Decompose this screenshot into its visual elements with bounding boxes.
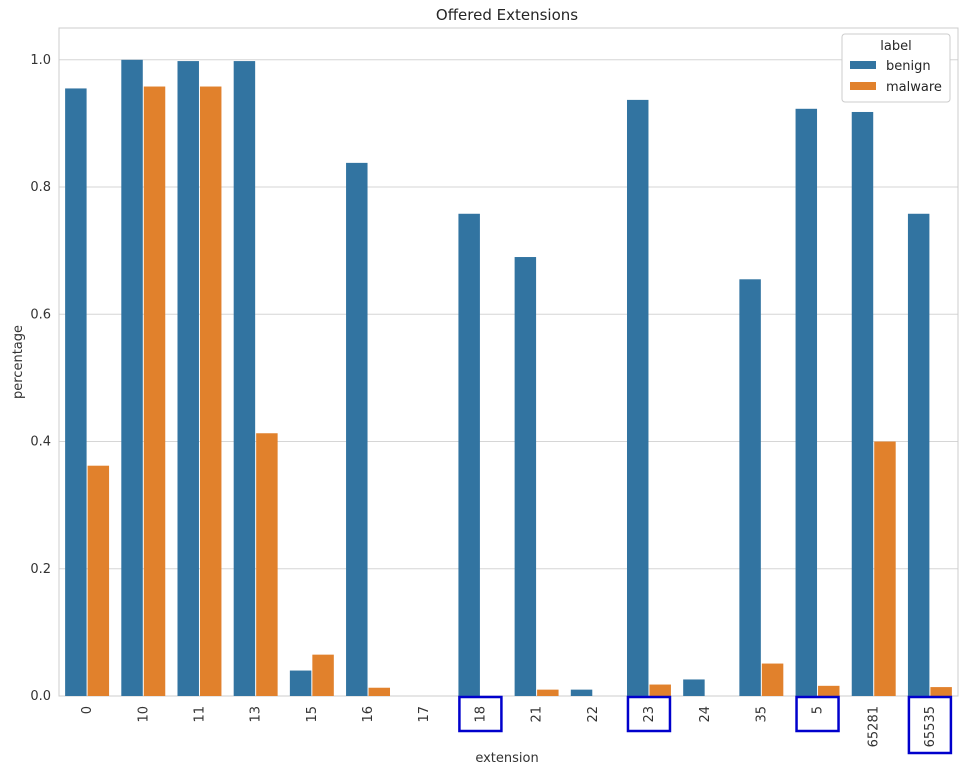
bar-benign-35 bbox=[739, 279, 761, 696]
x-tick-label: 16 bbox=[361, 706, 376, 723]
legend: label benign malware bbox=[841, 33, 951, 103]
x-tick-label: 18 bbox=[473, 706, 488, 723]
x-tick-label: 65535 bbox=[923, 706, 938, 747]
highlight-box-23 bbox=[626, 695, 672, 733]
x-axis-title: extension bbox=[475, 751, 538, 766]
bar-benign-24 bbox=[683, 679, 705, 696]
bar-benign-65535 bbox=[907, 213, 930, 696]
y-tick-label: 1.0 bbox=[30, 53, 51, 68]
bar-malware-5 bbox=[818, 685, 840, 696]
legend-label-malware: malware bbox=[886, 80, 942, 95]
bar-malware-35 bbox=[761, 663, 784, 696]
x-tick-label: 22 bbox=[586, 706, 601, 723]
legend-label-benign: benign bbox=[886, 59, 931, 74]
x-tick-label: 24 bbox=[698, 706, 713, 723]
highlight-boxes bbox=[458, 695, 953, 755]
x-tick-label: 5 bbox=[811, 706, 826, 714]
x-tick-label: 10 bbox=[136, 706, 151, 723]
bar-benign-5 bbox=[795, 108, 818, 696]
y-tick-label: 0.0 bbox=[30, 689, 51, 704]
bar-malware-65535 bbox=[930, 687, 952, 696]
x-tick-label: 11 bbox=[192, 706, 207, 723]
x-tick-label: 21 bbox=[530, 706, 545, 723]
bar-malware-65281 bbox=[874, 441, 896, 696]
x-tick-label: 13 bbox=[249, 706, 264, 723]
bars bbox=[65, 59, 952, 697]
bar-benign-21 bbox=[514, 257, 537, 696]
bar-benign-16 bbox=[346, 162, 368, 696]
bar-benign-0 bbox=[65, 88, 87, 696]
x-tick-label: 15 bbox=[305, 706, 320, 723]
x-tick-label: 65281 bbox=[867, 706, 882, 747]
highlight-box-5 bbox=[795, 695, 840, 733]
x-tick-labels: 0 10 11 13 15 16 17 18 21 22 23 24 35 5 65281 65535 bbox=[80, 706, 938, 747]
x-tick-label: 0 bbox=[80, 706, 95, 714]
y-tick-label: 0.4 bbox=[30, 435, 51, 450]
bar-malware-16 bbox=[368, 687, 391, 696]
bar-malware-23 bbox=[649, 684, 671, 696]
chart-title: Offered Extensions bbox=[436, 6, 578, 24]
y-tick-label: 0.8 bbox=[30, 180, 51, 195]
x-tick-label: 17 bbox=[417, 706, 432, 723]
highlight-box-18 bbox=[458, 695, 503, 733]
plot-frame bbox=[58, 27, 959, 697]
y-tick-label: 0.6 bbox=[30, 307, 51, 322]
bar-benign-23 bbox=[626, 99, 649, 696]
bar-malware-11 bbox=[199, 86, 222, 696]
highlight-box-65535 bbox=[907, 695, 953, 755]
bar-benign-65281 bbox=[851, 111, 874, 696]
bar-benign-13 bbox=[233, 61, 256, 696]
bar-benign-11 bbox=[177, 61, 199, 696]
bar-malware-10 bbox=[143, 86, 166, 696]
y-axis-title: percentage bbox=[11, 325, 26, 399]
bar-benign-22 bbox=[570, 689, 593, 696]
y-tick-labels: 0.0 0.2 0.4 0.6 0.8 1.0 bbox=[30, 53, 51, 704]
legend-swatch-malware bbox=[850, 82, 876, 90]
bar-benign-10 bbox=[121, 59, 143, 697]
x-tick-label: 35 bbox=[754, 706, 769, 723]
legend-swatch-benign bbox=[850, 61, 876, 69]
bar-malware-0 bbox=[87, 465, 110, 696]
bar-malware-15 bbox=[312, 654, 334, 696]
bar-malware-21 bbox=[537, 689, 559, 696]
bar-malware-13 bbox=[256, 433, 278, 696]
y-tick-label: 0.2 bbox=[30, 562, 51, 577]
bar-benign-15 bbox=[289, 670, 312, 696]
legend-title: label bbox=[880, 39, 911, 54]
bar-benign-18 bbox=[458, 213, 480, 696]
x-tick-label: 23 bbox=[642, 706, 657, 723]
